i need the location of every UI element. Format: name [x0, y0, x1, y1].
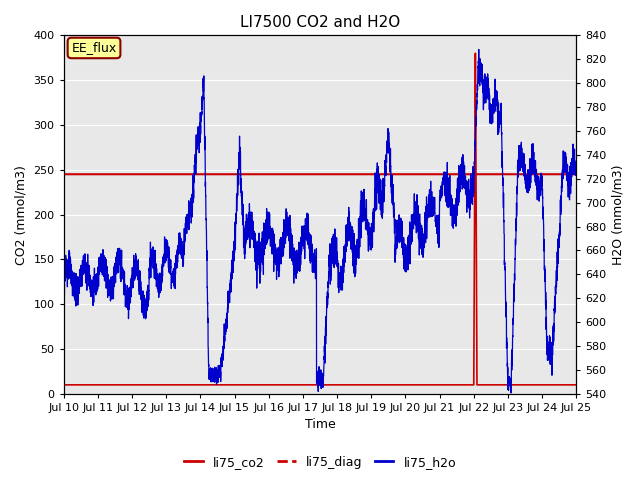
Title: LI7500 CO2 and H2O: LI7500 CO2 and H2O — [240, 15, 400, 30]
Y-axis label: H2O (mmol/m3): H2O (mmol/m3) — [612, 164, 625, 265]
X-axis label: Time: Time — [305, 419, 335, 432]
Legend: li75_co2, li75_diag, li75_h2o: li75_co2, li75_diag, li75_h2o — [179, 451, 461, 474]
Text: EE_flux: EE_flux — [72, 41, 116, 54]
Y-axis label: CO2 (mmol/m3): CO2 (mmol/m3) — [15, 165, 28, 264]
